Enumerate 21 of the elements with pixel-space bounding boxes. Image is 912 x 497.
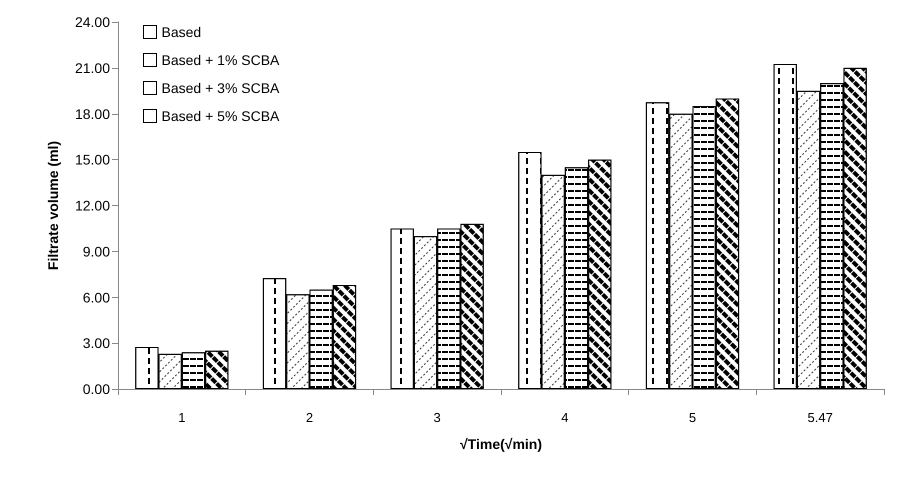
y-tick-label: 12.00 xyxy=(74,198,110,214)
y-tick-label: 18.00 xyxy=(74,106,110,122)
legend-label: Based xyxy=(162,24,202,40)
legend-label: Based + 5% SCBA xyxy=(162,108,280,124)
y-tick-label: 9.00 xyxy=(82,243,110,260)
x-tick-label: 5 xyxy=(688,410,696,425)
y-tick-label: 3.00 xyxy=(82,335,110,352)
y-axis-title: Filtrate volume (ml) xyxy=(45,140,61,270)
x-tick-label: 5.47 xyxy=(808,410,833,425)
y-tick-label: 0.00 xyxy=(82,381,110,397)
legend-label: Based + 3% SCBA xyxy=(162,80,280,96)
x-tick-label: 3 xyxy=(434,410,441,425)
x-axis-title: √Time(√min) xyxy=(460,436,542,452)
x-tick-label: 1 xyxy=(178,410,186,425)
y-tick-label: 24.00 xyxy=(74,14,110,30)
legend-label: Based + 1% SCBA xyxy=(162,52,280,68)
y-tick-label: 6.00 xyxy=(82,289,110,306)
x-tick-label: 4 xyxy=(561,410,568,425)
x-tick-label: 2 xyxy=(306,410,314,425)
y-tick-label: 21.00 xyxy=(74,60,110,76)
y-tick-label: 15.00 xyxy=(74,152,110,168)
